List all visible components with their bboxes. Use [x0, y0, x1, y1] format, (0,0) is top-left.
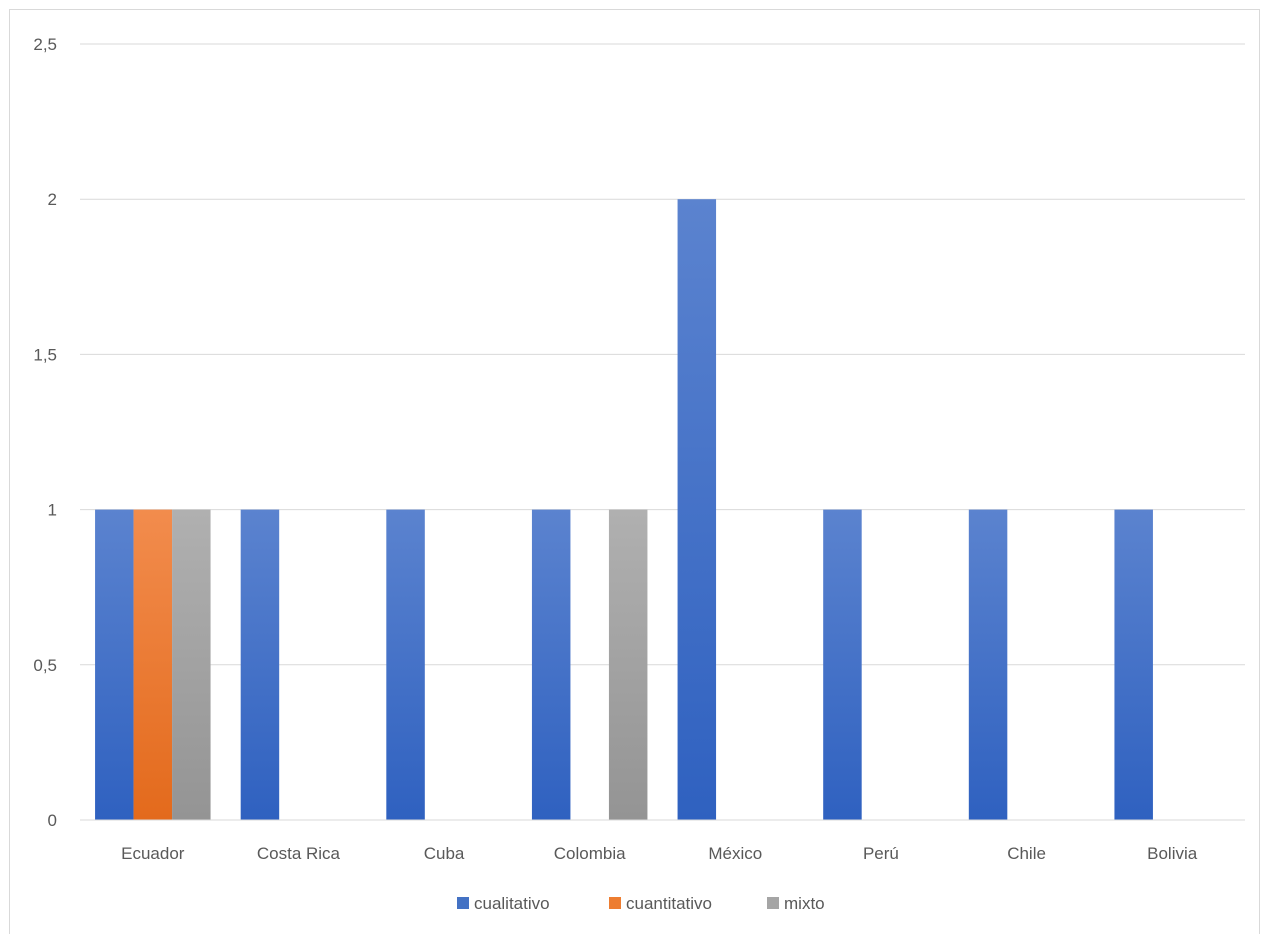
y-tick-label: 0 — [48, 811, 57, 830]
legend-swatch-cuantitativo — [609, 897, 621, 909]
x-tick-label: Ecuador — [121, 844, 185, 863]
y-axis: 0 0,5 1 1,5 2 2,5 — [33, 35, 57, 830]
bar-cualitativo-Bolivia — [1114, 509, 1153, 820]
legend: cualitativo cuantitativo mixto — [457, 894, 825, 913]
x-tick-label: Colombia — [554, 844, 626, 863]
legend-label-mixto: mixto — [784, 894, 825, 913]
bar-cualitativo-Cuba — [386, 509, 425, 820]
bars — [95, 199, 1153, 820]
legend-swatch-cualitativo — [457, 897, 469, 909]
legend-swatch-mixto — [767, 897, 779, 909]
bar-cuantitativo-Ecuador — [133, 509, 173, 820]
x-axis: Ecuador Costa Rica Cuba Colombia México Perú C… — [80, 819, 1245, 863]
y-tick-label: 2 — [48, 190, 57, 209]
bar-cualitativo-Perú — [823, 509, 862, 820]
x-tick-label: Perú — [863, 844, 899, 863]
y-tick-label: 2,5 — [33, 35, 57, 54]
legend-label-cualitativo: cualitativo — [474, 894, 550, 913]
x-tick-label: Bolivia — [1147, 844, 1198, 863]
x-tick-label: Chile — [1007, 844, 1046, 863]
bar-cualitativo-Ecuador — [95, 509, 134, 820]
bar-cualitativo-Chile — [968, 509, 1008, 820]
bar-cualitativo-Costa Rica — [240, 509, 280, 820]
y-tick-label: 1,5 — [33, 345, 57, 364]
bar-mixto-Colombia — [608, 509, 648, 820]
y-tick-label: 1 — [48, 501, 57, 520]
x-tick-label: Cuba — [424, 844, 465, 863]
bar-cualitativo-Colombia — [531, 509, 571, 820]
bar-mixto-Ecuador — [172, 509, 211, 820]
x-tick-label: México — [708, 844, 762, 863]
legend-label-cuantitativo: cuantitativo — [626, 894, 712, 913]
bar-cualitativo-México — [677, 199, 717, 820]
x-tick-label: Costa Rica — [257, 844, 341, 863]
y-tick-label: 0,5 — [33, 656, 57, 675]
